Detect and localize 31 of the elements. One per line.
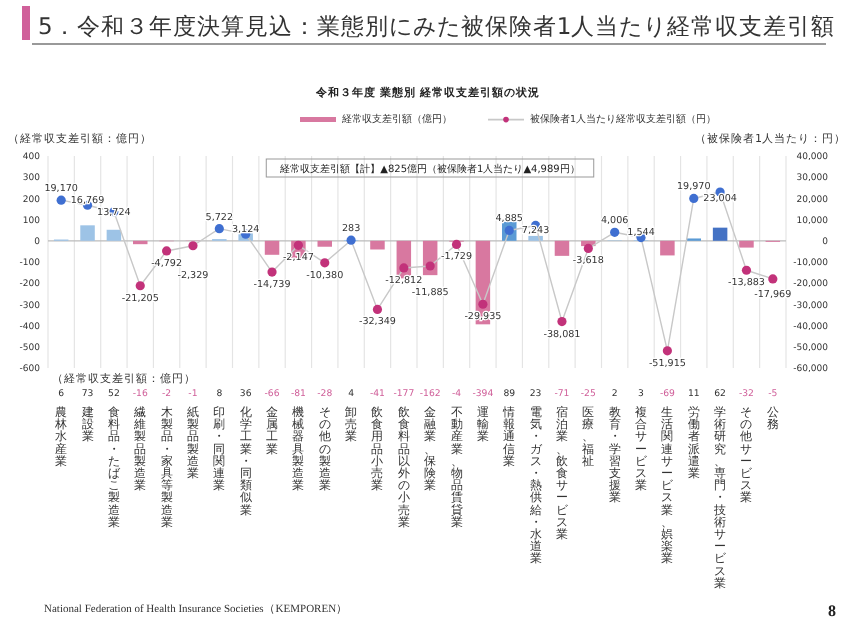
point [56,195,66,205]
point [320,258,330,268]
point [583,243,593,254]
bar [660,240,675,256]
bar [554,240,570,256]
point [662,346,672,356]
bar [528,235,543,241]
bar [739,240,754,248]
bar [712,227,728,241]
point [188,241,198,251]
bar [370,240,385,250]
point [425,261,435,271]
bar [264,240,280,255]
chart-title: 5．令和３年度決算見込：業態別にみた被保険者1人当たり経常収支差引額 [38,12,836,40]
point [214,224,224,234]
point [768,274,778,284]
point [478,299,488,309]
point [135,281,145,291]
point [162,246,172,256]
point [610,227,620,237]
point [451,239,462,250]
point [689,193,699,204]
point [399,263,409,273]
bar [317,240,332,247]
point [741,265,752,275]
bar [80,225,95,241]
text: 8 [828,602,836,620]
point [557,316,567,327]
point [372,304,383,314]
point [267,267,277,277]
bar [106,229,122,241]
